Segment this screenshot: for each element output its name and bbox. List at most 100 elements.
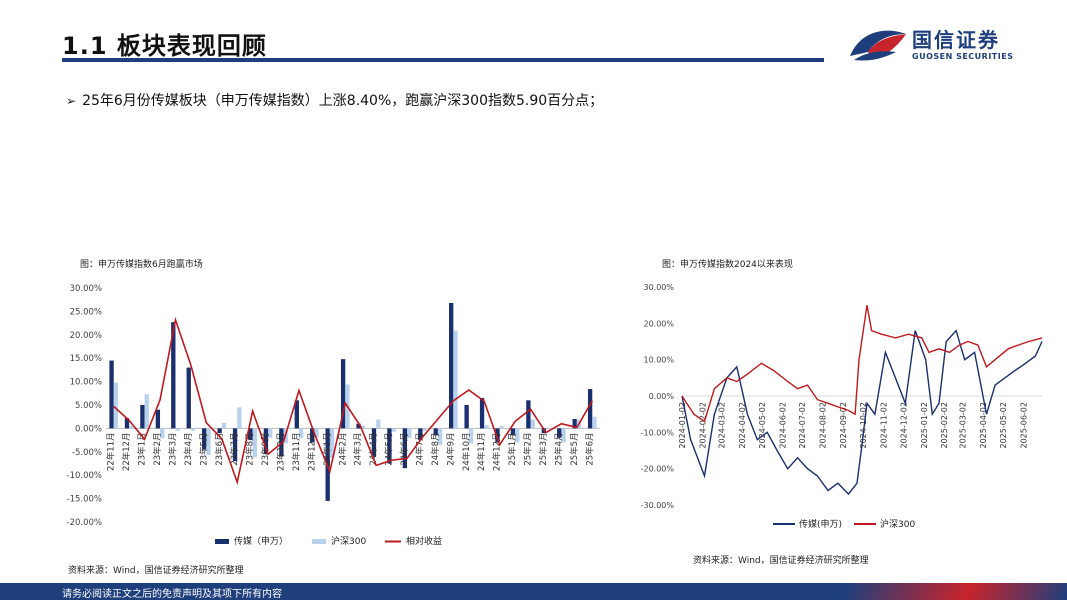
- bar-hs300: [407, 428, 412, 439]
- x-tick-label: 2025-03-02: [959, 402, 968, 449]
- y-tick-label: 5.00%: [75, 401, 102, 411]
- x-tick-label: 2024-08-02: [819, 402, 828, 449]
- bar-media: [387, 428, 392, 464]
- bar-media: [171, 322, 176, 429]
- x-tick-label: 23年7月: [229, 432, 240, 465]
- x-tick-label: 23年3月: [167, 432, 178, 465]
- x-tick-label: 25年2月: [523, 432, 534, 465]
- legend-swatch-hs300: [312, 539, 326, 544]
- bar-media: [310, 428, 315, 443]
- x-tick-label: 25年4月: [553, 432, 564, 465]
- y-tick-label: 15.00%: [70, 354, 102, 364]
- page-title: 1.1 板块表现回顾: [62, 32, 267, 60]
- bar-media: [418, 428, 423, 441]
- bar-hs300: [129, 426, 134, 429]
- y-tick-label: -20.00%: [641, 465, 675, 474]
- bar-media: [248, 428, 253, 441]
- x-tick-label: 23年10月: [276, 432, 287, 471]
- bar-media: [186, 367, 191, 429]
- bar-media: [479, 397, 485, 429]
- bar-hs300: [252, 428, 257, 458]
- bar-media: [155, 409, 161, 429]
- bar-media: [340, 359, 346, 429]
- right-chart-title: 图：申万传媒指数2024以来表现: [662, 260, 793, 270]
- bar-media: [202, 428, 207, 450]
- bar-hs300: [437, 428, 443, 445]
- bar-media: [109, 360, 114, 429]
- y-tick-label: -10.00%: [641, 428, 675, 437]
- x-tick-label: 23年5月: [198, 432, 209, 465]
- logo-chinese: 国信证券: [912, 28, 1000, 52]
- x-tick-label: 23年12月: [306, 432, 317, 471]
- bar-hs300: [468, 428, 474, 444]
- x-tick-label: 2025-05-02: [999, 402, 1008, 449]
- bar-media: [433, 428, 438, 436]
- y-tick-label: -30.00%: [641, 501, 675, 510]
- y-tick-label: 0.00%: [75, 424, 102, 434]
- x-tick-label: 24年6月: [399, 432, 410, 465]
- summary-bullet: ➢ 25年6月份传媒板块（申万传媒指数）上涨8.40%，跑赢沪深300指数5.90…: [66, 90, 603, 110]
- left-chart: 30.00% 25.00% 20.00% 15.00% 10.00% 5.00% 0.00%…: [67, 284, 600, 547]
- bar-hs300: [515, 428, 520, 443]
- legend-label-hs300: 沪深300: [880, 518, 915, 530]
- line-media-index: [681, 329, 1043, 496]
- x-tick-label: 2024-02-02: [698, 402, 707, 449]
- bar-media: [263, 428, 269, 455]
- x-tick-label: 2025-06-02: [1020, 402, 1029, 449]
- bar-hs300: [113, 382, 119, 429]
- bar-hs300: [237, 407, 242, 429]
- summary-text: 25年6月份传媒板块（申万传媒指数）上涨8.40%，跑赢沪深300指数5.90百…: [82, 93, 604, 109]
- y-tick-label: -15.00%: [67, 495, 102, 505]
- x-tick-label: 24年10月: [461, 432, 472, 471]
- y-tick-label: 30.00%: [643, 283, 674, 292]
- bar-media: [232, 428, 238, 462]
- legend-label-relative: 相对收益: [406, 535, 442, 547]
- bar-media: [526, 400, 531, 429]
- x-tick-label: 25年3月: [538, 432, 549, 465]
- bar-hs300: [561, 428, 566, 443]
- x-tick-label: 2024-06-02: [778, 402, 787, 449]
- bar-media: [402, 428, 408, 469]
- legend-label-media: 传媒(申万): [799, 518, 842, 530]
- footer-disclaimer: 请务必阅读正文之后的免责声明及其项下所有内容: [62, 589, 282, 600]
- y-tick-label: 20.00%: [643, 319, 674, 328]
- legend-label-hs300: 沪深300: [331, 535, 366, 547]
- bar-hs300: [376, 419, 381, 429]
- x-tick-label: 24年8月: [430, 432, 441, 465]
- x-tick-label: 24年3月: [353, 432, 364, 465]
- x-tick-label: 2024-07-02: [798, 402, 807, 449]
- x-tick-label: 24年2月: [337, 432, 348, 465]
- x-tick-label: 24年11月: [476, 432, 487, 471]
- logo-emblem-icon: [850, 30, 906, 61]
- brand-logo: 国信证券 GUOSEN SECURITIES: [846, 22, 1026, 66]
- bar-hs300: [360, 425, 366, 429]
- bar-hs300: [160, 428, 165, 439]
- y-tick-label: 20.00%: [70, 331, 102, 341]
- x-tick-label: 23年8月: [245, 432, 256, 465]
- x-tick-label: 25年1月: [507, 432, 518, 465]
- bar-hs300: [144, 394, 149, 429]
- bar-hs300: [391, 428, 396, 432]
- line-relative-return: [113, 316, 593, 486]
- x-tick-label: 23年4月: [183, 432, 194, 465]
- bar-hs300: [298, 428, 304, 439]
- y-tick-label: -20.00%: [67, 518, 102, 528]
- bar-media: [217, 428, 222, 434]
- x-tick-label: 2024-04-02: [738, 402, 747, 449]
- x-tick-label: 24年9月: [445, 432, 456, 465]
- bar-hs300: [530, 419, 535, 429]
- y-tick-label: -10.00%: [67, 471, 102, 481]
- bar-hs300: [221, 422, 227, 429]
- x-tick-label: 2024-03-02: [718, 402, 727, 449]
- x-tick-label: 2024-05-02: [758, 402, 767, 449]
- bar-hs300: [314, 428, 319, 438]
- x-tick-label: 22年12月: [121, 432, 132, 471]
- x-tick-label: 25年6月: [584, 432, 595, 465]
- bar-hs300: [175, 428, 180, 431]
- bar-media: [140, 405, 145, 429]
- legend-label-media: 传媒（申万）: [234, 535, 288, 547]
- y-tick-label: 30.00%: [70, 284, 102, 294]
- right-chart-source: 资料来源：Wind，国信证券经济研究所整理: [693, 556, 869, 566]
- x-tick-label: 24年1月: [322, 432, 333, 465]
- x-tick-label: 25年5月: [569, 432, 580, 465]
